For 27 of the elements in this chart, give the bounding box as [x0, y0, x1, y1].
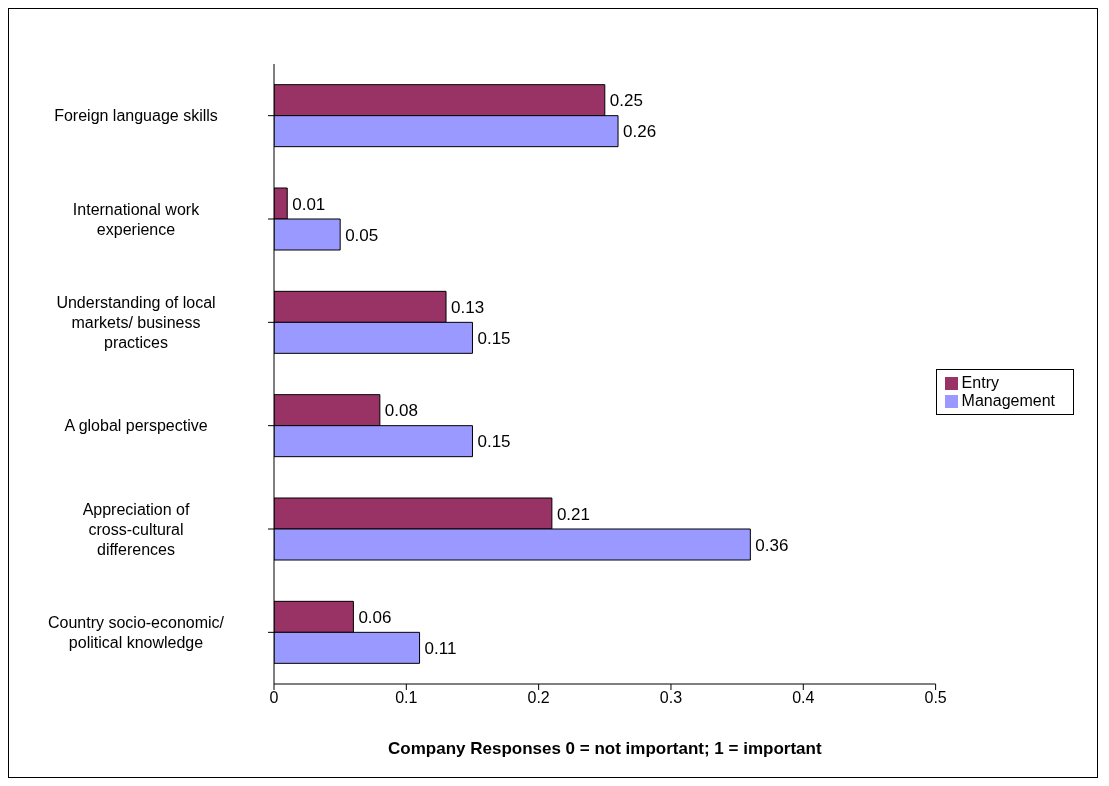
legend-label: Entry — [961, 373, 999, 391]
data-label: 0.08 — [384, 401, 418, 421]
x-tick-label: 0.3 — [659, 689, 683, 707]
x-tick-label: 0 — [269, 689, 279, 707]
data-label: 0.21 — [556, 504, 590, 524]
y-tick-label: Foreign language skills — [54, 107, 218, 125]
data-label: 0.11 — [424, 638, 457, 658]
x-tick-label: 0.1 — [395, 689, 418, 707]
y-tick-label: A global perspective — [64, 417, 208, 435]
x-tick-label: 0.2 — [527, 689, 550, 707]
y-tick-label: International work experience — [72, 200, 201, 238]
data-label: 0.05 — [345, 225, 379, 245]
data-label: 0.01 — [292, 194, 326, 214]
x-tick-label: 0.5 — [924, 689, 947, 707]
data-label: 0.15 — [477, 328, 511, 348]
y-tick-label: Appreciation of cross-cultural differences — [82, 500, 190, 558]
y-tick-label: Country socio-economic/ political knowledge — [47, 613, 225, 651]
legend-label: Management — [961, 391, 1055, 409]
data-label: 0.26 — [623, 122, 657, 142]
x-tick-label: 0.4 — [792, 689, 815, 707]
y-tick-label: Understanding of local markets/ business practices — [56, 293, 216, 351]
data-label: 0.36 — [755, 535, 789, 555]
data-label: 0.15 — [477, 432, 511, 452]
data-label: 0.06 — [358, 607, 392, 627]
data-label: 0.25 — [609, 91, 643, 111]
x-axis-title: Company Responses 0 = not important; 1 = important — [388, 739, 822, 758]
data-label: 0.13 — [451, 297, 485, 317]
